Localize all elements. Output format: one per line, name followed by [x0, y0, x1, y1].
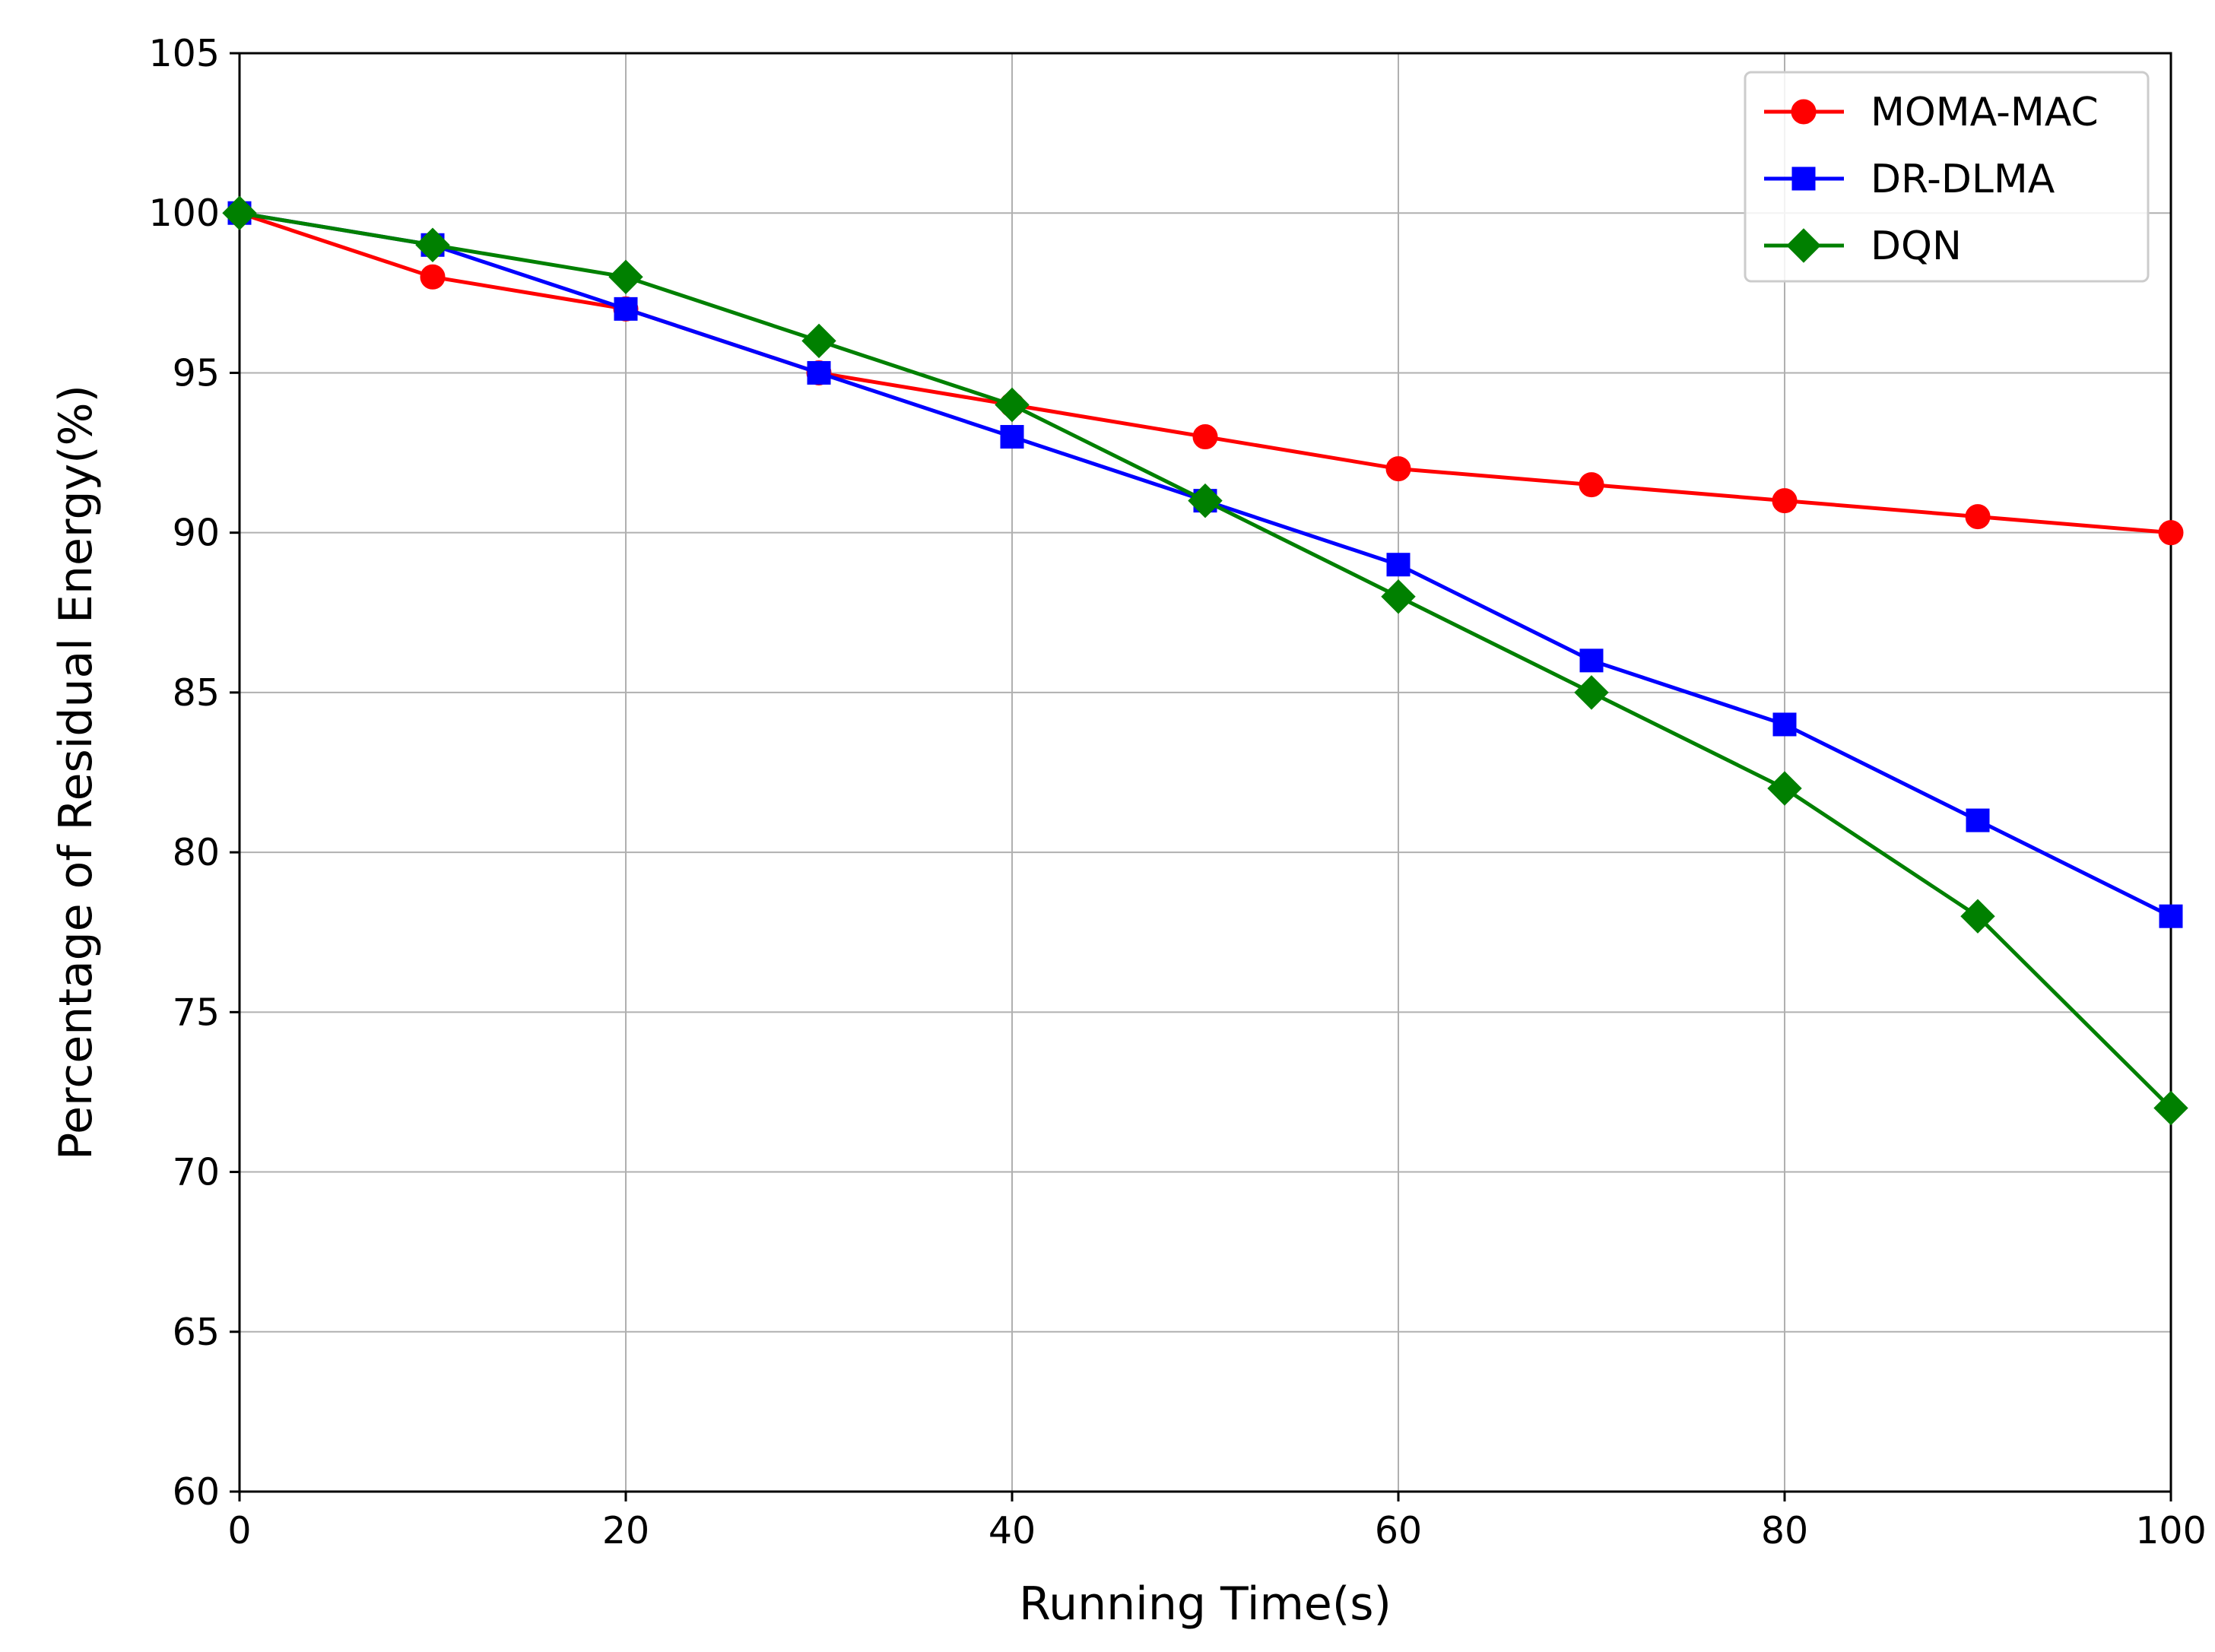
axes: 0 20 40 60 80 100 60 65 70 75 80 85 90 95 100 105 — [148, 32, 2206, 1552]
x-tick-label: 80 — [1761, 1509, 1808, 1552]
y-tick-label: 85 — [173, 671, 220, 715]
y-tick-label: 65 — [173, 1311, 220, 1354]
data-point-moma-mac — [420, 264, 446, 290]
y-tick-label: 80 — [173, 831, 220, 874]
y-tick-label: 75 — [173, 991, 220, 1034]
data-point-moma-mac — [1192, 424, 1218, 450]
data-point-dqn — [801, 323, 836, 359]
data-point-dqn — [2153, 1090, 2188, 1126]
legend-marker — [1791, 99, 1817, 125]
legend-box — [1744, 71, 2150, 283]
data-point-dqn — [995, 387, 1030, 423]
legend-entry-dr-dlma: DR-DLMA — [1764, 157, 2055, 202]
data-point-dqn — [608, 259, 643, 295]
legend-label: DR-DLMA — [1871, 157, 2055, 202]
data-point-dqn — [222, 195, 257, 230]
data-point-dqn — [1960, 899, 1995, 934]
data-point-dr-dlma — [1000, 425, 1024, 449]
data-point-dr-dlma — [1772, 712, 1797, 737]
legend-marker — [1791, 166, 1816, 191]
data-point-dr-dlma — [1966, 808, 1990, 832]
data-point-moma-mac — [2158, 520, 2184, 546]
y-tick-label: 90 — [173, 512, 220, 555]
data-point-moma-mac — [1579, 472, 1604, 498]
x-tick-label: 40 — [988, 1509, 1036, 1552]
x-tick-label: 20 — [602, 1509, 649, 1552]
legend-marker — [1786, 228, 1821, 263]
data-series — [222, 195, 2188, 1126]
y-axis-title: Percentage of Residual Energy(%) — [49, 385, 103, 1160]
data-point-dqn — [415, 227, 450, 262]
legend: MOMA-MAC DR-DLMA DQN — [1744, 71, 2150, 283]
data-point-moma-mac — [1965, 504, 1991, 530]
series-line-dr-dlma — [239, 211, 2172, 918]
data-point-dqn — [1188, 483, 1223, 518]
y-tick-label: 105 — [148, 32, 220, 75]
legend-label: DQN — [1871, 224, 1962, 269]
y-tick-label: 95 — [173, 351, 220, 395]
plot-frame — [238, 52, 2172, 1493]
y-tick-label: 60 — [173, 1470, 220, 1514]
x-tick-label: 0 — [227, 1509, 251, 1552]
y-tick-label: 70 — [173, 1151, 220, 1194]
series-dqn — [222, 195, 2188, 1126]
data-point-dr-dlma — [807, 360, 831, 385]
x-tick-label: 100 — [2135, 1509, 2207, 1552]
data-point-dqn — [1574, 675, 1609, 710]
y-tick-label: 100 — [148, 192, 220, 235]
legend-entry-dqn: DQN — [1764, 224, 1962, 269]
data-point-dr-dlma — [1579, 648, 1604, 673]
data-point-dqn — [1381, 579, 1416, 614]
x-axis-title: Running Time(s) — [1019, 1577, 1392, 1631]
data-point-moma-mac — [1385, 456, 1411, 482]
data-point-dr-dlma — [2159, 904, 2183, 928]
series-line-dqn — [239, 211, 2172, 1110]
data-point-moma-mac — [1772, 488, 1798, 514]
x-tick-label: 60 — [1375, 1509, 1422, 1552]
data-point-dr-dlma — [614, 296, 638, 321]
legend-entry-moma-mac: MOMA-MAC — [1764, 90, 2099, 135]
series-dr-dlma — [227, 201, 2183, 928]
data-point-dr-dlma — [1386, 553, 1411, 577]
data-point-dqn — [1767, 771, 1802, 806]
legend-label: MOMA-MAC — [1871, 90, 2099, 135]
